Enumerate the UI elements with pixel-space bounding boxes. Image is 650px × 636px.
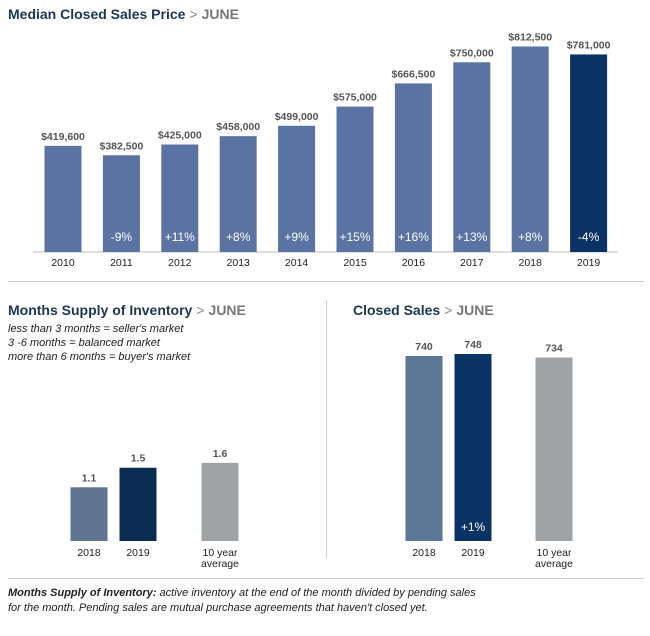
price-bar-2011 (102, 155, 140, 252)
supply-note-2: 3 -6 months = balanced market (8, 337, 160, 349)
sales-average-value-label: 734 (545, 343, 563, 355)
price-value-label-2010: $419,600 (41, 131, 85, 143)
sales-2018-tick-label-1: 2018 (412, 547, 436, 559)
price-value-label-2017: $750,000 (450, 47, 494, 59)
price-bar-2018 (511, 46, 549, 253)
price-tick-label-2018: 2018 (519, 257, 543, 269)
price-value-label-2012: $425,000 (158, 130, 202, 142)
price-chart: $419,600 2010 $382,500 -9% 2011 $425,000 +11% 2… (33, 31, 618, 269)
footnote-line-2: for the month. Pending sales are mutual … (8, 602, 428, 614)
supply-2018-value-label: 1.1 (82, 472, 97, 484)
price-title-month: JUNE (201, 6, 239, 22)
price-change-label-2011: -9% (111, 230, 133, 244)
sales-average-tick-label-1: 10 year (536, 547, 572, 559)
price-value-label-2013: $458,000 (216, 121, 260, 133)
price-bar-2019 (570, 54, 608, 252)
price-bar-2012 (161, 144, 199, 252)
price-bar-2017 (453, 62, 491, 253)
price-value-label-2015: $575,000 (333, 92, 377, 104)
price-title-main: Median Closed Sales Price (8, 6, 186, 22)
sales-average-bar (535, 357, 573, 541)
price-tick-label-2011: 2011 (110, 257, 133, 269)
price-value-label-2014: $499,000 (275, 111, 319, 123)
price-value-label-2016: $666,500 (392, 68, 436, 80)
sales-average-tick-label-2: average (535, 558, 573, 570)
price-tick-label-2015: 2015 (343, 257, 367, 269)
price-change-label-2014: +9% (284, 230, 309, 244)
footnote-line-1: Months Supply of Inventory: active inven… (8, 586, 608, 601)
price-bar-2015 (336, 106, 374, 252)
price-tick-label-2016: 2016 (402, 257, 426, 269)
price-bar-2013 (219, 136, 257, 252)
price-value-label-2019: $781,000 (567, 39, 611, 51)
supply-average-tick-label-1: 10 year (202, 547, 238, 559)
supply-average-tick-label-2: average (201, 558, 239, 570)
sales-title-month: JUNE (456, 302, 494, 318)
footnote: Months Supply of Inventory: active inven… (8, 586, 608, 616)
top-divider (8, 281, 644, 282)
supply-notes: less than 3 months = seller's market 3 -… (8, 322, 190, 364)
price-tick-label-2012: 2012 (168, 257, 192, 269)
price-bar-2016 (394, 83, 432, 252)
sales-2019-bar (454, 354, 492, 541)
bottom-divider (8, 578, 644, 579)
price-value-label-2011: $382,500 (100, 140, 144, 152)
footnote-term: Months Supply of Inventory: (8, 587, 157, 599)
supply-2018-bar (70, 487, 108, 541)
supply-title-month: JUNE (208, 302, 246, 318)
supply-title-main: Months Supply of Inventory (8, 302, 193, 318)
price-change-label-2013: +8% (226, 230, 251, 244)
price-chart-title: Median Closed Sales Price > JUNE (8, 6, 239, 22)
supply-note-1: less than 3 months = seller's market (8, 323, 184, 335)
sales-2019-change-label: +1% (461, 520, 486, 534)
price-value-label-2018: $812,500 (508, 31, 552, 43)
supply-2019-value-label: 1.5 (131, 453, 146, 465)
sales-2018-bar (405, 356, 443, 541)
supply-2019-tick-label-1: 2019 (126, 547, 150, 559)
price-tick-label-2010: 2010 (51, 257, 75, 269)
supply-2019-bar (119, 467, 157, 541)
price-change-label-2016: +16% (398, 230, 429, 244)
sales-title-main: Closed Sales (353, 302, 441, 318)
price-tick-label-2014: 2014 (285, 257, 309, 269)
supply-chart-title: Months Supply of Inventory > JUNE (8, 302, 246, 318)
sales-2019-tick-label-1: 2019 (461, 547, 485, 559)
price-bar-2010 (44, 145, 82, 252)
price-bar-2014 (278, 125, 316, 252)
middle-divider (326, 300, 327, 558)
sales-2019-value-label: 748 (464, 339, 482, 351)
price-tick-label-2013: 2013 (227, 257, 251, 269)
supply-average-value-label: 1.6 (213, 448, 228, 460)
price-tick-label-2017: 2017 (460, 257, 484, 269)
price-change-label-2018: +8% (518, 230, 543, 244)
sales-2018-value-label: 740 (415, 341, 433, 353)
sales-chart-title: Closed Sales > JUNE (353, 302, 494, 318)
sales-title-sep: > (444, 302, 453, 318)
price-change-label-2017: +13% (456, 230, 487, 244)
price-tick-label-2019: 2019 (577, 257, 601, 269)
price-title-sep: > (189, 6, 198, 22)
supply-average-bar (201, 462, 239, 541)
supply-2018-tick-label-1: 2018 (77, 547, 101, 559)
price-change-label-2019: -4% (578, 230, 600, 244)
supply-title-sep: > (196, 302, 205, 318)
supply-note-3: more than 6 months = buyer's market (8, 351, 191, 363)
price-change-label-2012: +11% (165, 230, 195, 244)
footnote-text-1: active inventory at the end of the month… (156, 587, 476, 599)
price-change-label-2015: +15% (339, 230, 370, 244)
